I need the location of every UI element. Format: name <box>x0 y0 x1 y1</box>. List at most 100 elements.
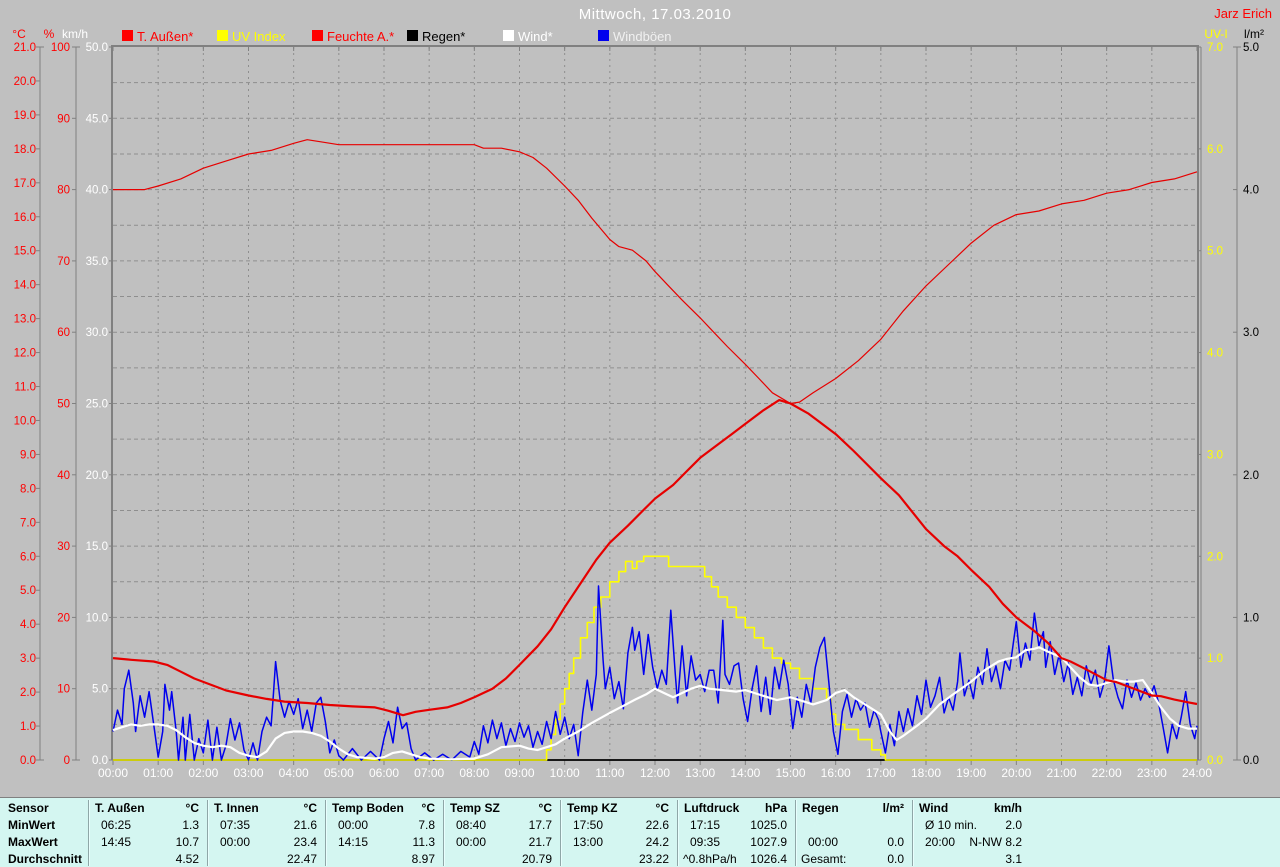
grid-lines <box>113 47 1197 760</box>
x-axis-label: 09:00 <box>504 766 534 780</box>
axis-tick-label: 1.0 <box>20 721 36 733</box>
axis-unit-header: km/h <box>62 27 88 41</box>
max-time: 14:45 <box>101 835 132 849</box>
axis-tick-label: 5.0 <box>20 585 36 597</box>
max-value: 21.7 <box>528 835 552 849</box>
axis-tick-label: 4.0 <box>1207 348 1223 360</box>
sensor-stats-table: Sensor MinWert MaxWert Durchschnitt T. Außen… <box>0 797 1280 867</box>
series-line-uv-index <box>113 555 1197 761</box>
min-value: 1.3 <box>182 818 199 832</box>
axis-unit-header: l/m² <box>1244 27 1264 41</box>
legend-swatch-icon <box>217 30 228 41</box>
max-value: 10.7 <box>175 835 199 849</box>
axis-tick-label: 8.0 <box>20 483 36 495</box>
axis-tick-label: 10.0 <box>14 415 36 427</box>
axis-tick-label: 90 <box>57 113 70 125</box>
x-axis-label: 01:00 <box>143 766 173 780</box>
axis-tick-label: 2.0 <box>20 687 36 699</box>
column-unit: °C <box>303 801 317 815</box>
owner-label: Jarz Erich <box>1214 6 1272 21</box>
x-axis-label: 16:00 <box>821 766 851 780</box>
series-layer <box>112 139 1198 761</box>
axis-km/h: 50.0 45.0 40.0 35.0 30.0 25.0 20.0 15.0 10.0 5.0 0… <box>86 42 113 767</box>
avg-value: 0.0 <box>887 852 904 866</box>
axis-tick-label: 2.0 <box>1207 551 1223 563</box>
axis-tick-label: 50.0 <box>86 42 108 54</box>
x-axis-label: 07:00 <box>414 766 444 780</box>
max-time: 20:00 <box>925 835 956 849</box>
column-header: T. Innen <box>214 801 259 815</box>
column-divider <box>88 800 90 866</box>
column-unit: °C <box>538 801 552 815</box>
min-time: 00:00 <box>338 818 369 832</box>
max-value: 11.3 <box>412 835 435 849</box>
x-axis-label: 02:00 <box>188 766 218 780</box>
row-label: MaxWert <box>8 835 58 849</box>
axis-tick-label: 6.0 <box>20 551 36 563</box>
column-header: Wind <box>919 801 949 815</box>
axis-tick-label: 80 <box>57 185 70 197</box>
series-line-windb-en <box>112 585 1198 761</box>
x-axis-label: 18:00 <box>911 766 941 780</box>
min-value: 17.7 <box>528 818 552 832</box>
min-time: 06:25 <box>101 818 132 832</box>
legend-label: Feuchte A.* <box>327 29 395 44</box>
x-axis-label: 14:00 <box>730 766 760 780</box>
axis-tick-label: 18.0 <box>14 144 36 156</box>
x-axis-label: 12:00 <box>640 766 670 780</box>
min-value: 2.0 <box>1005 818 1022 832</box>
axis-°C: 21.0 20.0 19.0 18.0 17.0 16.0 15.0 14.0 13.0 12.0… <box>14 42 44 767</box>
x-axis-label: 10:00 <box>550 766 580 780</box>
column-divider <box>912 800 914 866</box>
row-label: Sensor <box>8 801 49 815</box>
axis-tick-label: 5.0 <box>92 684 108 696</box>
legend-label: UV Index <box>232 29 286 44</box>
min-value: 22.6 <box>645 818 669 832</box>
axis-unit-header: °C <box>12 27 26 41</box>
axis-tick-label: 30 <box>57 541 70 553</box>
axis-tick-label: 0.0 <box>92 755 108 767</box>
column-unit: °C <box>185 801 199 815</box>
axis-tick-label: 21.0 <box>14 42 36 54</box>
legend-label: Regen* <box>422 29 466 44</box>
x-axis-label: 04:00 <box>279 766 309 780</box>
axis-tick-label: 5.0 <box>1243 42 1259 54</box>
axis-tick-label: 19.0 <box>14 110 36 122</box>
column-header: Regen <box>802 801 839 815</box>
row-label: MinWert <box>8 818 56 832</box>
x-axis-label: 06:00 <box>369 766 399 780</box>
column-header: Temp KZ <box>567 801 618 815</box>
legend-swatch-icon <box>122 30 133 41</box>
min-time: 08:40 <box>456 818 487 832</box>
x-axis-label: 11:00 <box>595 766 624 780</box>
page-title: Mittwoch, 17.03.2010 <box>578 6 732 23</box>
axis-tick-label: 3.0 <box>20 653 36 665</box>
min-time: 17:15 <box>690 818 721 832</box>
axis-tick-label: 0.0 <box>1243 755 1259 767</box>
x-axis-label: 03:00 <box>233 766 263 780</box>
avg-value: 23.22 <box>638 852 669 866</box>
axis-tick-label: 15.0 <box>86 541 108 553</box>
axis-tick-label: 12.0 <box>14 348 36 360</box>
legend-label: Wind* <box>518 29 553 44</box>
avg-value: 3.1 <box>1005 852 1022 866</box>
axis-tick-label: 20.0 <box>14 76 36 88</box>
x-axis-label: 21:00 <box>1046 766 1076 780</box>
x-axis-label: 15:00 <box>775 766 805 780</box>
avg-value: 22.47 <box>286 852 317 866</box>
legend-swatch-icon <box>598 30 609 41</box>
plot-frame <box>111 45 1199 765</box>
axis-tick-label: 1.0 <box>1207 653 1223 665</box>
max-value: 1027.9 <box>750 835 787 849</box>
min-value: 1025.0 <box>750 818 787 832</box>
axis-tick-label: 50 <box>57 399 70 411</box>
axis-tick-label: 7.0 <box>1207 42 1223 54</box>
max-value: 23.4 <box>293 835 317 849</box>
axis-tick-label: 13.0 <box>14 314 36 326</box>
axis-unit-header: UV-I <box>1204 27 1227 41</box>
column-divider <box>325 800 327 866</box>
axis-tick-label: 4.0 <box>1243 185 1259 197</box>
axis-tick-label: 10 <box>57 684 70 696</box>
avg-value: 8.97 <box>411 852 435 866</box>
